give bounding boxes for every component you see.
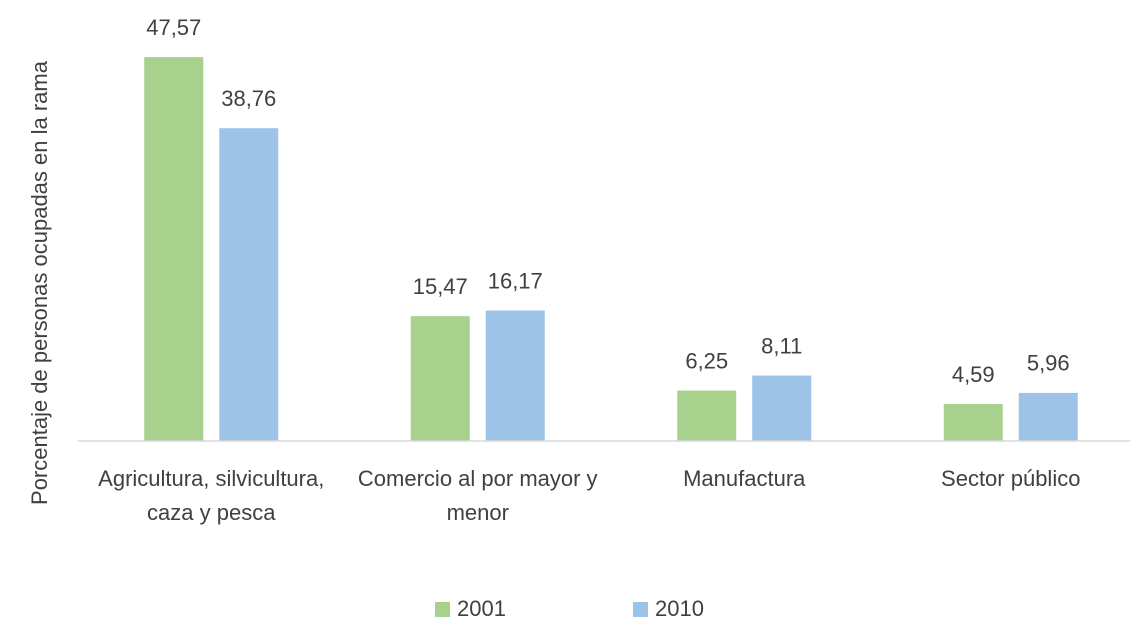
bar	[410, 316, 470, 441]
legend-swatch	[435, 602, 450, 617]
legend-swatch	[633, 602, 648, 617]
legend-label: 2001	[457, 596, 506, 621]
y-axis-label: Porcentaje de personas ocupadas en la ra…	[27, 61, 52, 505]
data-label: 15,47	[413, 274, 468, 299]
data-label: 47,57	[146, 15, 201, 40]
bar	[677, 390, 737, 441]
x-tick-label: Manufactura	[683, 466, 806, 491]
bar	[1018, 392, 1078, 441]
data-label: 38,76	[221, 86, 276, 111]
bar	[752, 375, 812, 441]
x-tick-label: Agricultura, silvicultura, caza y pesca	[98, 466, 325, 525]
x-tick-label: Sector público	[941, 466, 1081, 491]
data-label: 16,17	[488, 268, 543, 293]
x-tick-label: Comercio al por mayor y menor	[357, 466, 598, 525]
bar	[219, 128, 279, 442]
bar	[943, 403, 1003, 441]
data-label: 4,59	[952, 362, 995, 387]
data-label: 8,11	[761, 333, 802, 358]
data-label: 6,25	[685, 348, 728, 373]
data-label: 5,96	[1027, 351, 1070, 376]
bar	[144, 57, 204, 441]
bar	[485, 310, 545, 441]
legend-label: 2010	[655, 596, 704, 621]
